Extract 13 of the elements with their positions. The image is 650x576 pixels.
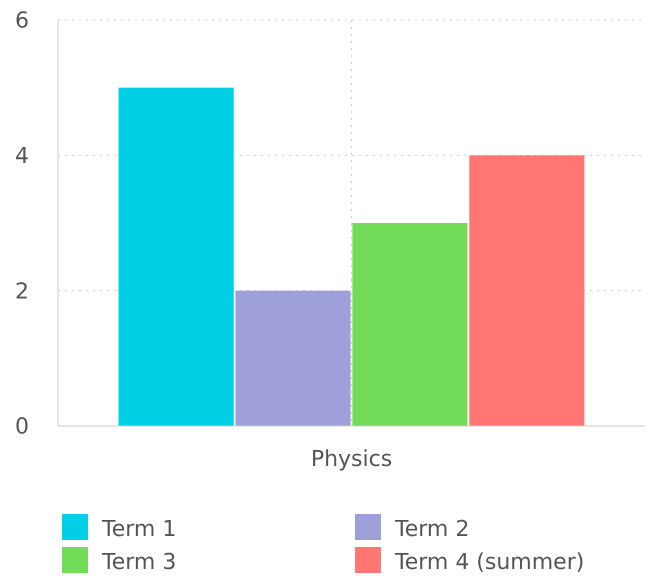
y-tick-label: 4 bbox=[15, 144, 29, 170]
legend-label: Term 3 bbox=[101, 550, 176, 575]
legend-label: Term 2 bbox=[394, 517, 470, 542]
bar bbox=[235, 290, 351, 426]
y-tick-label: 6 bbox=[15, 8, 29, 34]
bar bbox=[118, 88, 234, 426]
legend-label: Term 4 (summer) bbox=[394, 550, 584, 575]
y-tick-label: 0 bbox=[15, 414, 29, 440]
bar bbox=[469, 155, 584, 426]
x-tick-label: Physics bbox=[310, 447, 392, 472]
y-tick-label: 2 bbox=[15, 279, 29, 304]
bar bbox=[352, 223, 468, 426]
legend-label: Term 1 bbox=[101, 517, 176, 542]
